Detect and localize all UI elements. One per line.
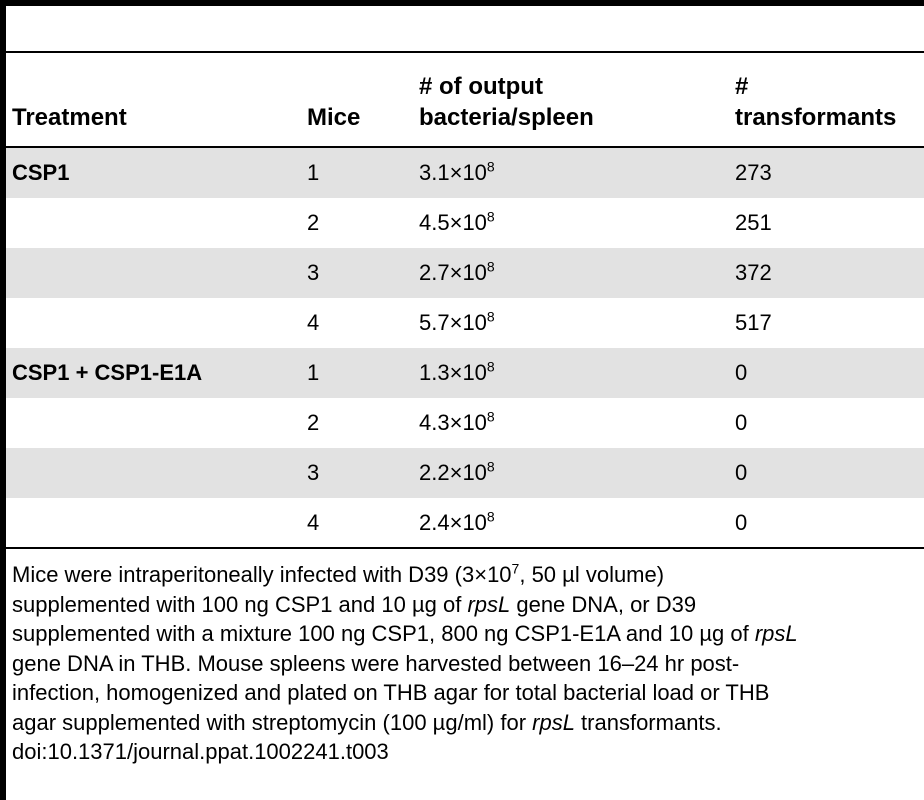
treatment-cell bbox=[6, 198, 307, 248]
header-output-line2: bacteria/spleen bbox=[419, 104, 594, 131]
table-row: 4 2.4×108 0 bbox=[6, 498, 924, 548]
mice-cell: 3 bbox=[307, 460, 320, 485]
mice-cell: 3 bbox=[307, 260, 320, 285]
data-table: CSP1 1 3.1×108 273 2 4.5×108 251 3 2.7×1… bbox=[6, 148, 924, 548]
table-row: CSP1 1 3.1×108 273 bbox=[6, 148, 924, 198]
treatment-cell bbox=[6, 448, 307, 498]
treatment-cell: CSP1 + CSP1-E1A bbox=[12, 360, 203, 385]
table-row: 3 2.7×108 372 bbox=[6, 248, 924, 298]
output-cell: 5.7×108 bbox=[419, 308, 495, 335]
header-mice: Mice bbox=[307, 104, 361, 131]
table-row: 3 2.2×108 0 bbox=[6, 448, 924, 498]
header-transformants-line1: # bbox=[735, 73, 749, 100]
top-rule bbox=[0, 0, 924, 6]
header-treatment: Treatment bbox=[12, 104, 127, 131]
table-row: CSP1 + CSP1-E1A 1 1.3×108 0 bbox=[6, 348, 924, 398]
footnote-line: agar supplemented with streptomycin (100… bbox=[12, 709, 722, 735]
output-cell: 2.4×108 bbox=[419, 508, 495, 535]
header-bottom-rule bbox=[6, 146, 924, 148]
table-row: 4 5.7×108 517 bbox=[6, 298, 924, 348]
footnote-line: supplemented with 100 ng CSP1 and 10 µg … bbox=[12, 591, 697, 617]
footnote-line: infection, homogenized and plated on THB… bbox=[12, 680, 770, 705]
transformants-cell: 372 bbox=[735, 260, 772, 285]
transformants-cell: 0 bbox=[735, 410, 748, 435]
output-cell: 2.2×108 bbox=[419, 458, 495, 485]
output-cell: 2.7×108 bbox=[419, 258, 495, 285]
transformants-cell: 0 bbox=[735, 460, 748, 485]
left-border bbox=[0, 0, 6, 800]
output-cell: 3.1×108 bbox=[419, 158, 495, 185]
transformants-cell: 517 bbox=[735, 310, 772, 335]
table-row: 2 4.3×108 0 bbox=[6, 398, 924, 448]
output-cell: 4.3×108 bbox=[419, 408, 495, 435]
treatment-cell bbox=[6, 498, 307, 548]
footnote-line: supplemented with a mixture 100 ng CSP1,… bbox=[12, 621, 798, 646]
treatment-cell bbox=[6, 248, 307, 298]
mice-cell: 2 bbox=[307, 410, 320, 435]
header-top-rule bbox=[6, 51, 924, 53]
mice-cell: 4 bbox=[307, 510, 320, 535]
mice-cell: 2 bbox=[307, 210, 320, 235]
doi-link[interactable]: doi:10.1371/journal.ppat.1002241.t003 bbox=[12, 739, 389, 764]
transformants-cell: 251 bbox=[735, 210, 772, 235]
table-footnote: Mice were intraperitoneally infected wit… bbox=[12, 560, 918, 767]
header-transformants-line2: transformants bbox=[735, 104, 897, 131]
table-bottom-rule bbox=[6, 547, 924, 549]
treatment-cell bbox=[6, 398, 307, 448]
output-cell: 1.3×108 bbox=[419, 358, 495, 385]
output-cell: 4.5×108 bbox=[419, 208, 495, 235]
footnote-line: gene DNA in THB. Mouse spleens were harv… bbox=[12, 650, 740, 676]
mice-cell: 1 bbox=[307, 160, 320, 185]
transformants-cell: 0 bbox=[735, 510, 748, 535]
mice-cell: 1 bbox=[307, 360, 320, 385]
mice-cell: 4 bbox=[307, 310, 320, 335]
transformants-cell: 0 bbox=[735, 360, 748, 385]
treatment-cell: CSP1 bbox=[12, 160, 70, 185]
table-row: 2 4.5×108 251 bbox=[6, 198, 924, 248]
treatment-cell bbox=[6, 298, 307, 348]
footnote-line: Mice were intraperitoneally infected wit… bbox=[12, 560, 665, 587]
transformants-cell: 273 bbox=[735, 160, 772, 185]
header-output-line1: # of output bbox=[419, 73, 543, 100]
